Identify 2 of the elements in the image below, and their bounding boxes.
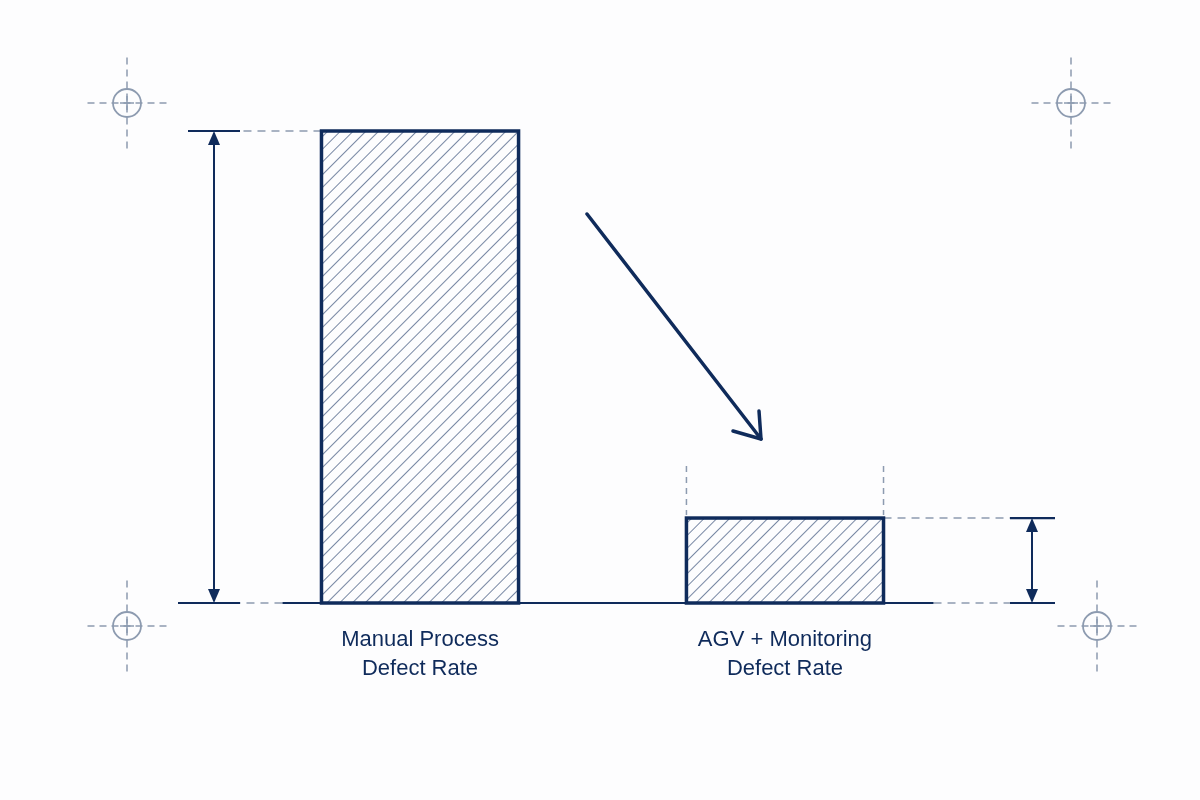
x-tick-label: Manual Process Defect Rate — [341, 626, 499, 680]
x-tick-label: AGV + Monitoring Defect Rate — [697, 626, 873, 680]
